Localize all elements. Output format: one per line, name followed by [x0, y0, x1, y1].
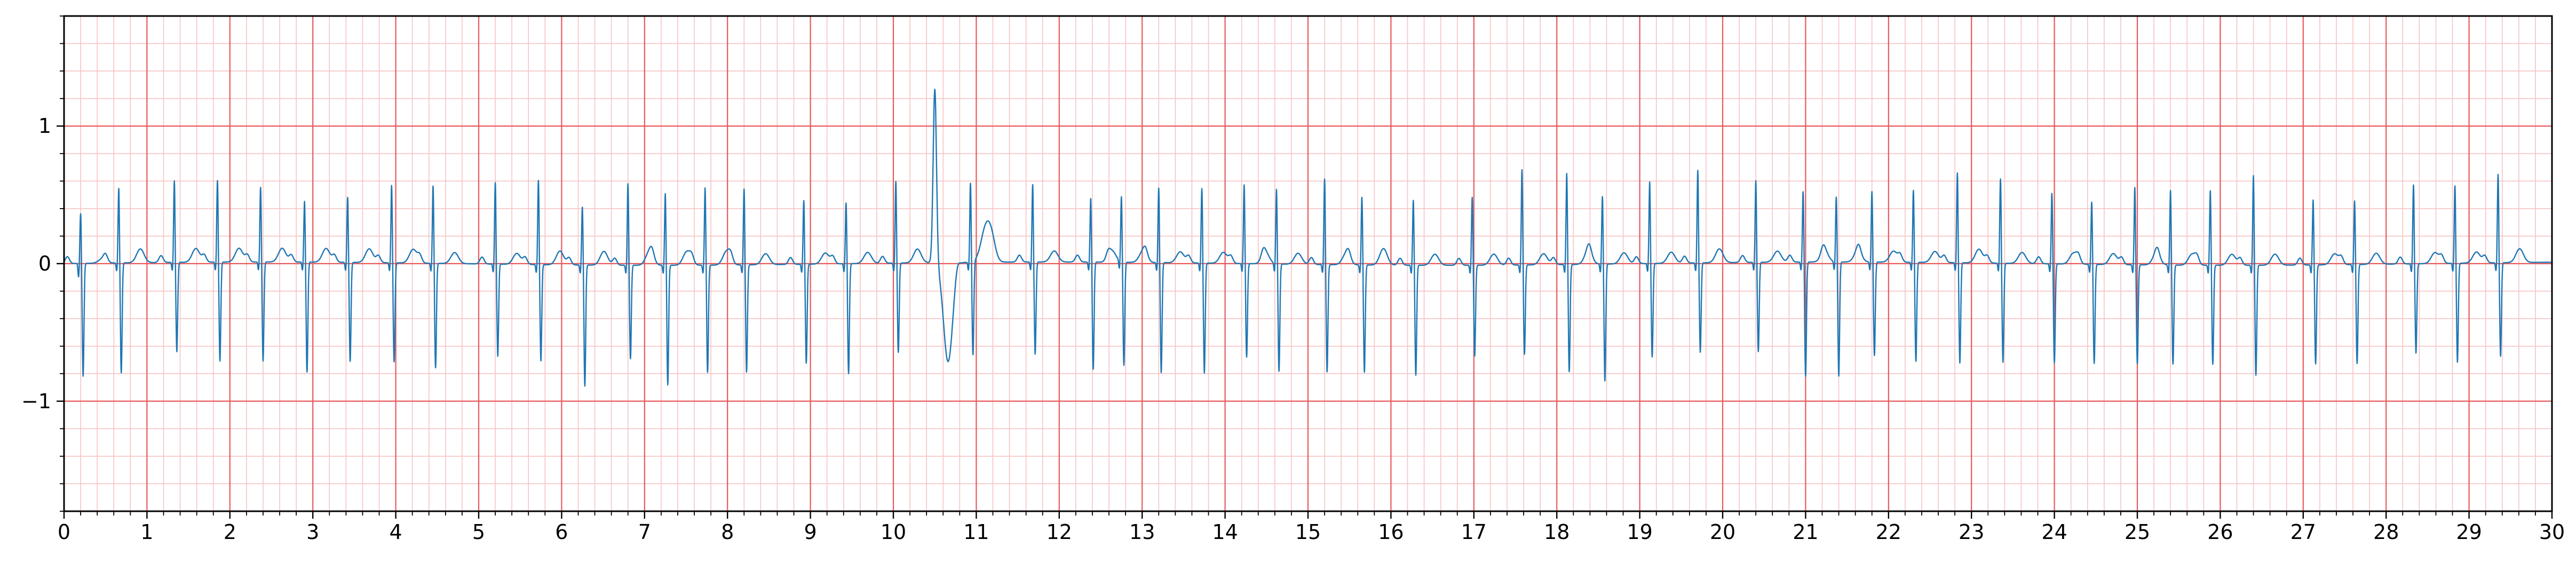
x-tick-label: 2 — [224, 520, 236, 544]
y-tick-label: 0 — [38, 252, 51, 275]
x-tick-label: 23 — [1959, 520, 1984, 544]
x-tick-label: 28 — [2373, 520, 2399, 544]
ecg-trace — [64, 89, 2553, 387]
y-axis-tick-labels: −1 0 1 — [21, 114, 51, 413]
x-tick-label: 25 — [2125, 520, 2150, 544]
x-tick-label: 8 — [721, 520, 734, 544]
x-tick-label: 19 — [1627, 520, 1652, 544]
y-tick-label: −1 — [21, 390, 51, 413]
x-tick-label: 20 — [1710, 520, 1735, 544]
x-tick-label: 18 — [1544, 520, 1570, 544]
x-tick-label: 17 — [1461, 520, 1487, 544]
x-tick-label: 27 — [2290, 520, 2316, 544]
x-tick-label: 29 — [2456, 520, 2482, 544]
x-tick-label: 10 — [881, 520, 906, 544]
x-tick-label: 6 — [555, 520, 568, 544]
x-tick-label: 26 — [2207, 520, 2233, 544]
x-tick-label: 5 — [472, 520, 485, 544]
major-grid — [63, 16, 2553, 511]
x-tick-label: 4 — [390, 520, 402, 544]
x-tick-label: 1 — [140, 520, 153, 544]
x-tick-label: 13 — [1129, 520, 1155, 544]
x-axis-ticks — [63, 511, 2553, 519]
y-tick-label: 1 — [38, 114, 51, 138]
x-tick-label: 24 — [2041, 520, 2067, 544]
x-tick-label: 21 — [1793, 520, 1818, 544]
ecg-signal-layer — [64, 89, 2553, 387]
x-tick-label: 0 — [58, 520, 70, 544]
x-tick-label: 3 — [306, 520, 319, 544]
x-tick-label: 22 — [1876, 520, 1901, 544]
x-tick-label: 15 — [1295, 520, 1321, 544]
x-axis-tick-labels: 0 1 2 3 4 5 6 7 8 9 10 11 12 13 14 15 16 17 18 19 20 21 22 23 24… — [58, 520, 2565, 544]
x-tick-label: 11 — [963, 520, 989, 544]
x-tick-label: 30 — [2539, 520, 2565, 544]
x-tick-label: 12 — [1047, 520, 1072, 544]
y-axis-ticks — [57, 15, 64, 512]
x-tick-label: 7 — [638, 520, 651, 544]
x-tick-label: 16 — [1378, 520, 1404, 544]
x-tick-label: 9 — [804, 520, 817, 544]
x-tick-label: 14 — [1212, 520, 1238, 544]
